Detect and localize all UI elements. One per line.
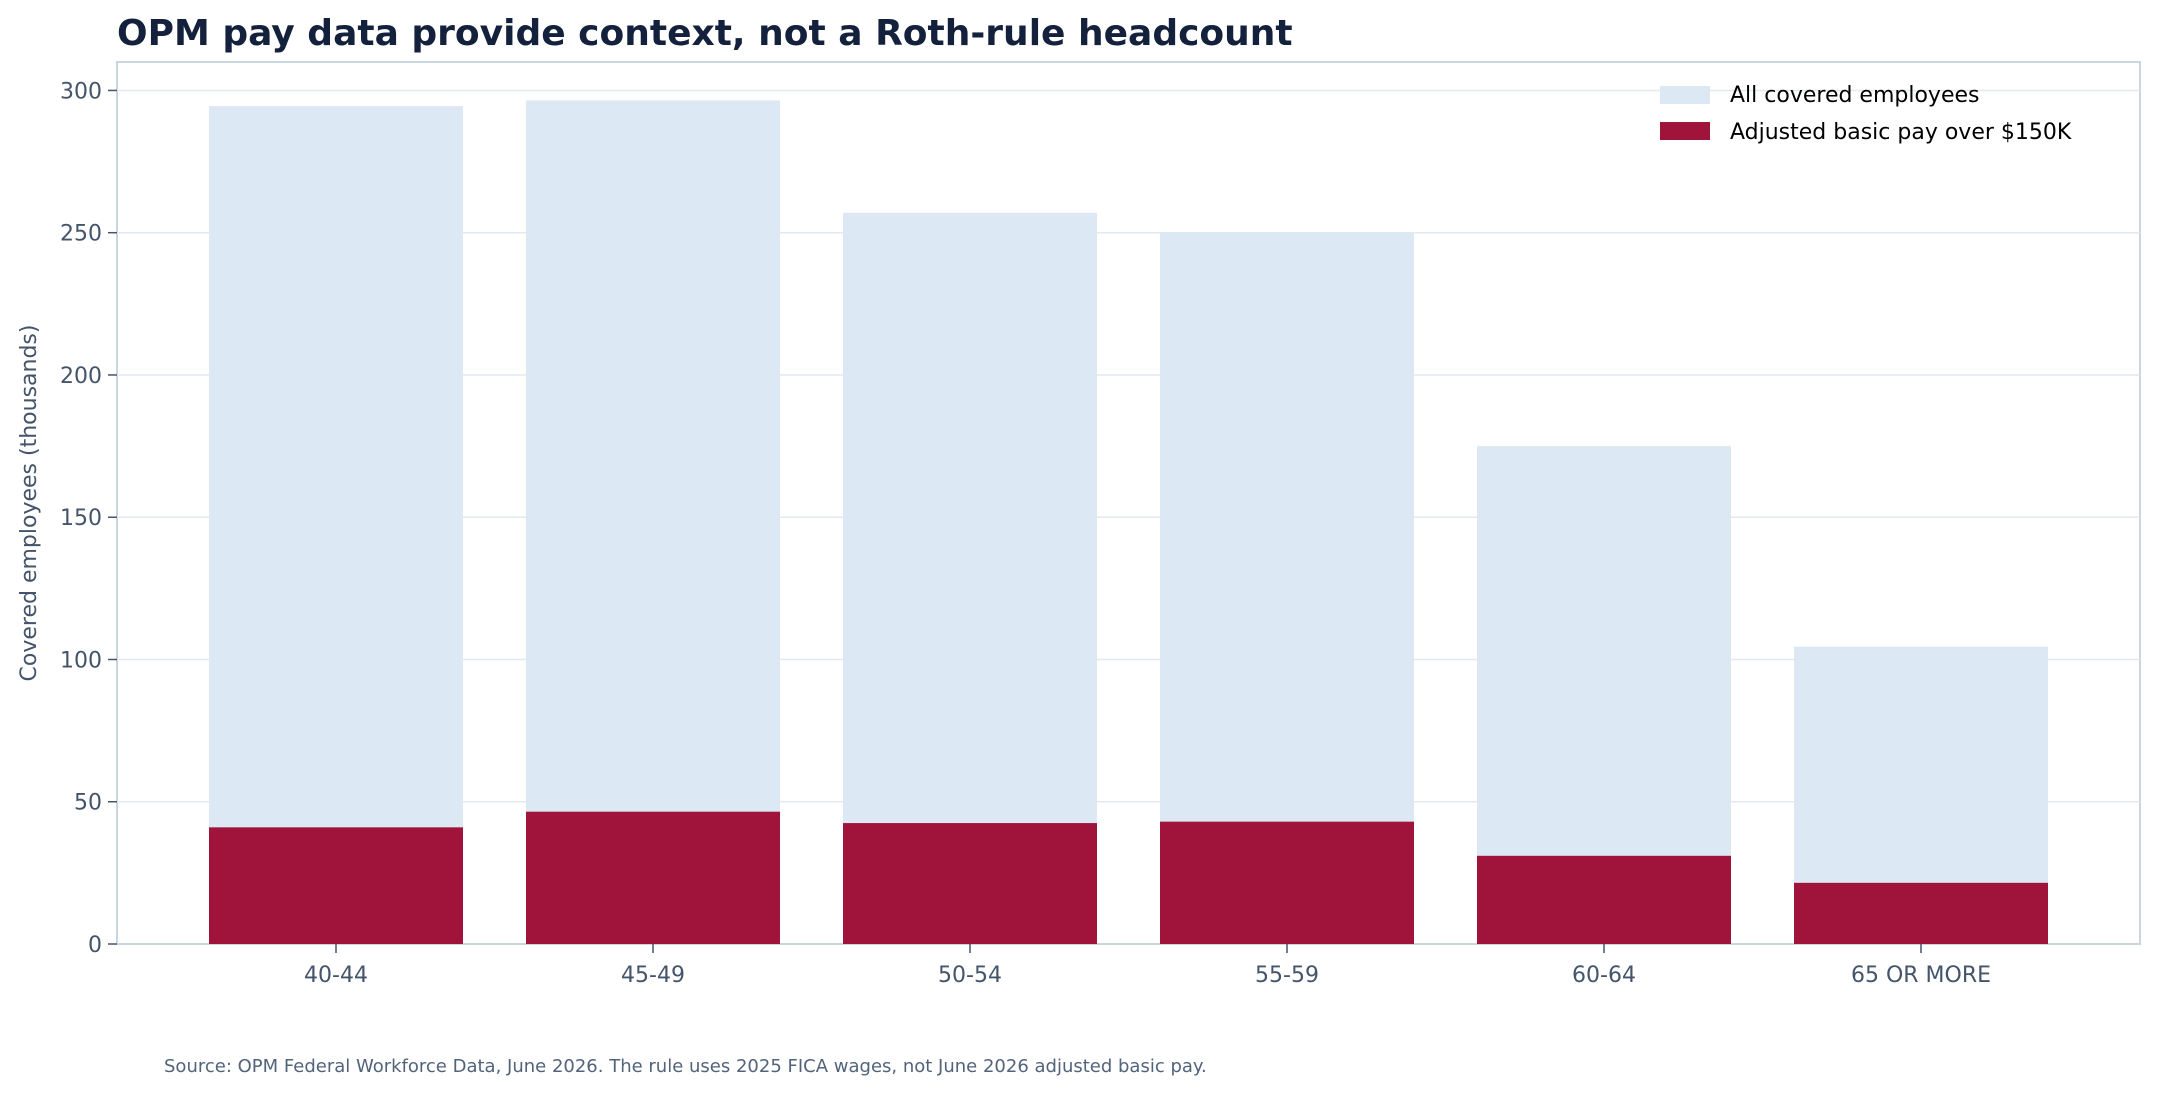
y-axis-ticks: 0 50 100 150 200 250 300 <box>60 79 117 958</box>
bar-over-150k-55-59 <box>1160 821 1414 944</box>
x-tick-label: 55-59 <box>1255 963 1319 988</box>
x-tick-label: 65 OR MORE <box>1851 963 1991 988</box>
bar-all-covered-45-49 <box>526 100 780 945</box>
x-axis-ticks: 40-44 45-49 50-54 55-59 60-64 65 OR MORE <box>304 944 1991 988</box>
bars <box>209 100 2048 945</box>
y-tick-label: 200 <box>60 364 102 389</box>
legend-swatch-over-150k <box>1660 122 1710 140</box>
chart-title: OPM pay data provide context, not a Roth… <box>117 13 1293 54</box>
bar-over-150k-65-or-more <box>1794 882 2048 944</box>
x-tick-label: 60-64 <box>1572 963 1636 988</box>
legend-swatch-all-covered <box>1660 86 1710 104</box>
legend: All covered employees Adjusted basic pay… <box>1660 83 2072 145</box>
source-note: Source: OPM Federal Workforce Data, June… <box>164 1056 1207 1077</box>
y-tick-label: 300 <box>60 79 102 104</box>
legend-label-over-150k: Adjusted basic pay over $150K <box>1730 120 2072 145</box>
bar-over-150k-60-64 <box>1477 855 1731 944</box>
x-tick-label: 45-49 <box>621 963 685 988</box>
y-axis-label: Covered employees (thousands) <box>17 325 42 682</box>
legend-label-all-covered: All covered employees <box>1730 83 1980 108</box>
bar-all-covered-50-54 <box>843 212 1097 944</box>
x-tick-label: 50-54 <box>938 963 1002 988</box>
bar-over-150k-40-44 <box>209 827 463 944</box>
plot-frame <box>116 61 2141 945</box>
y-tick-label: 100 <box>60 648 102 673</box>
y-tick-label: 150 <box>60 506 102 531</box>
y-tick-label: 250 <box>60 222 102 247</box>
y-tick-label: 50 <box>74 791 102 816</box>
bar-over-150k-50-54 <box>843 823 1097 944</box>
bar-all-covered-40-44 <box>209 106 463 945</box>
x-tick-label: 40-44 <box>304 963 368 988</box>
bar-over-150k-45-49 <box>526 811 780 944</box>
y-tick-label: 0 <box>88 933 102 958</box>
